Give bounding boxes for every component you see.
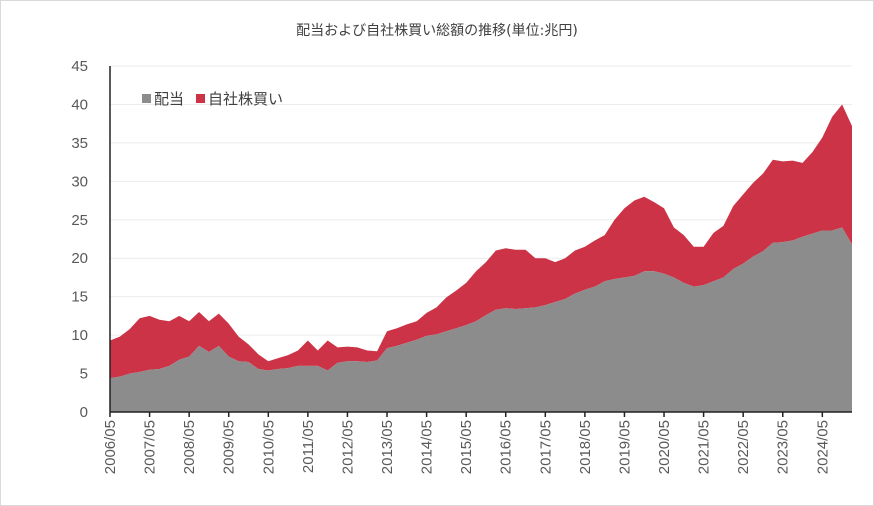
x-tick-label: 2016/05 xyxy=(498,420,515,474)
x-tick-label: 2010/05 xyxy=(260,420,277,474)
y-tick-label: 30 xyxy=(71,173,88,190)
y-tick-label: 10 xyxy=(71,327,88,344)
x-tick-label: 2012/05 xyxy=(339,420,356,474)
y-tick-label: 20 xyxy=(71,250,88,267)
y-tick-label: 35 xyxy=(71,135,88,152)
x-tick-label: 2022/05 xyxy=(735,420,752,474)
x-tick-label: 2018/05 xyxy=(577,420,594,474)
area-series-dividend xyxy=(110,227,852,412)
x-tick-label: 2019/05 xyxy=(616,420,633,474)
legend: 配当 自社株買い xyxy=(142,90,283,108)
x-tick-label: 2024/05 xyxy=(814,420,831,474)
x-tick-label: 2015/05 xyxy=(458,420,475,474)
y-tick-label: 40 xyxy=(71,96,88,113)
x-tick-label: 2013/05 xyxy=(379,420,396,474)
axes: 0 5 10 15 20 25 30 35 40 45 2006/05 2007/05 2008/05 2… xyxy=(71,58,852,474)
x-tick-label: 2011/05 xyxy=(300,420,317,473)
y-tick-label: 5 xyxy=(80,366,88,383)
legend-swatch-dividend xyxy=(142,94,151,103)
x-tick-label: 2008/05 xyxy=(181,420,198,474)
legend-swatch-buyback xyxy=(196,94,205,103)
x-tick-label: 2006/05 xyxy=(102,420,119,474)
legend-label-dividend: 配当 xyxy=(154,90,184,108)
y-tick-label: 25 xyxy=(71,212,88,229)
area-series-buyback xyxy=(110,104,852,379)
x-tick-label: 2020/05 xyxy=(656,420,673,474)
x-tick-label: 2021/05 xyxy=(696,420,713,474)
legend-label-buyback: 自社株買い xyxy=(208,90,283,108)
x-tick-label: 2014/05 xyxy=(419,420,436,474)
x-tick-label: 2017/05 xyxy=(537,420,554,474)
x-tick-label: 2007/05 xyxy=(142,420,159,474)
areas xyxy=(110,104,852,412)
y-tick-label: 15 xyxy=(71,289,88,306)
x-tick-label: 2009/05 xyxy=(221,420,238,474)
y-tick-label: 45 xyxy=(71,58,88,75)
chart-title: 配当および自社株買い総額の推移(単位:兆円) xyxy=(296,23,578,39)
x-tick-label: 2023/05 xyxy=(775,420,792,474)
y-tick-label: 0 xyxy=(80,404,88,421)
